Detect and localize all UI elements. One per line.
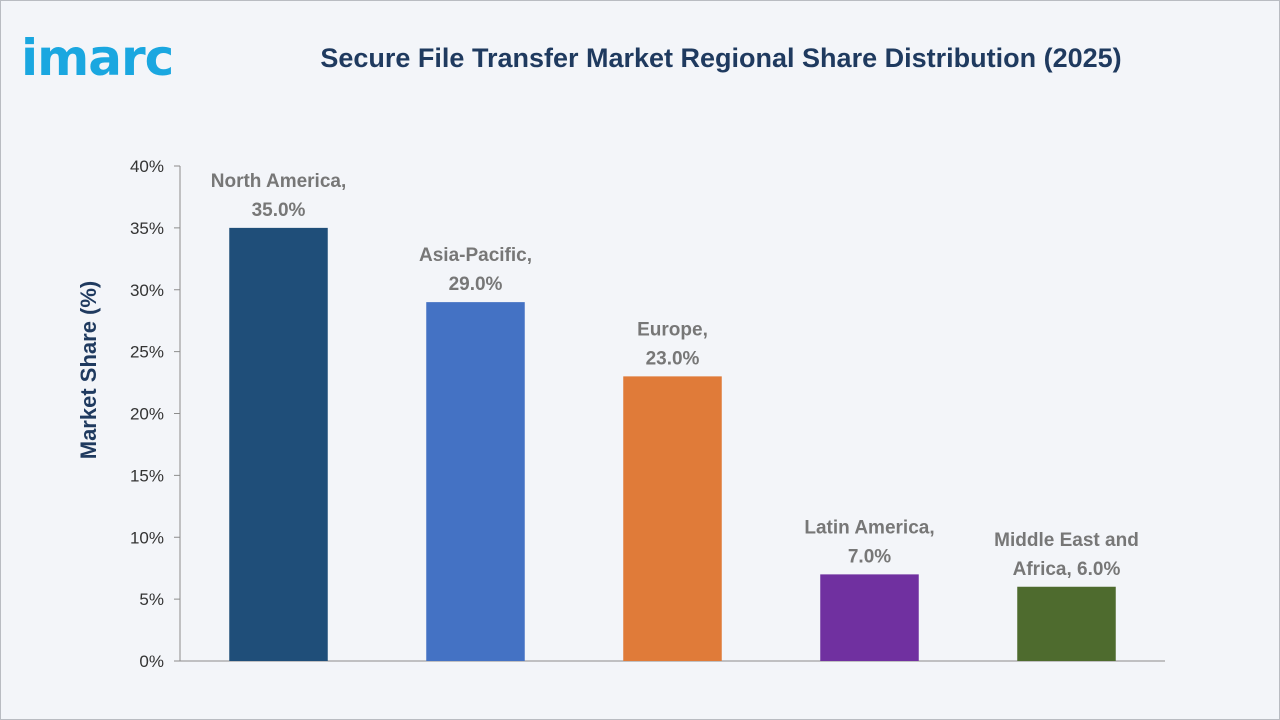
y-tick-label: 30% (130, 281, 164, 300)
chart-title: Secure File Transfer Market Regional Sha… (320, 43, 1122, 73)
bar-asia-pacific (426, 302, 525, 661)
labels-layer: North America, 35.0% Asia-Pacific, 29.0% Eur… (211, 171, 1139, 580)
data-label: 7.0% (848, 546, 891, 567)
y-tick-label: 5% (139, 590, 164, 609)
data-label: Middle East and (994, 530, 1139, 551)
bar-north-america (229, 227, 328, 661)
bars-layer (229, 227, 1116, 661)
data-label: North America, (211, 171, 347, 192)
data-label: 29.0% (449, 274, 503, 295)
bar-europe (623, 376, 722, 661)
bar-latin-america (820, 574, 919, 661)
data-label: Asia-Pacific, (419, 245, 532, 266)
y-tick-label: 40% (130, 157, 164, 176)
imarc-logo: imarc (21, 29, 174, 87)
y-tick-label: 20% (130, 405, 164, 424)
y-tick-label: 25% (130, 343, 164, 362)
y-tick-label: 15% (130, 466, 164, 485)
data-label: Europe, (637, 319, 708, 340)
data-label: Latin America, (804, 517, 934, 538)
y-tick-label: 0% (139, 652, 164, 671)
bar-middle-east-and-africa (1017, 586, 1116, 661)
data-label: 35.0% (252, 200, 306, 221)
data-label: 23.0% (646, 348, 700, 369)
y-tick-label: 35% (130, 219, 164, 238)
logo-text: imarc (21, 29, 173, 87)
y-axis-label: Market Share (%) (76, 281, 101, 460)
data-label: Africa, 6.0% (1013, 559, 1121, 580)
y-tick-label: 10% (130, 528, 164, 547)
axis-layer: 0% 5% 10% 15% 20% 25% 30% 35% 40% (130, 157, 1165, 671)
